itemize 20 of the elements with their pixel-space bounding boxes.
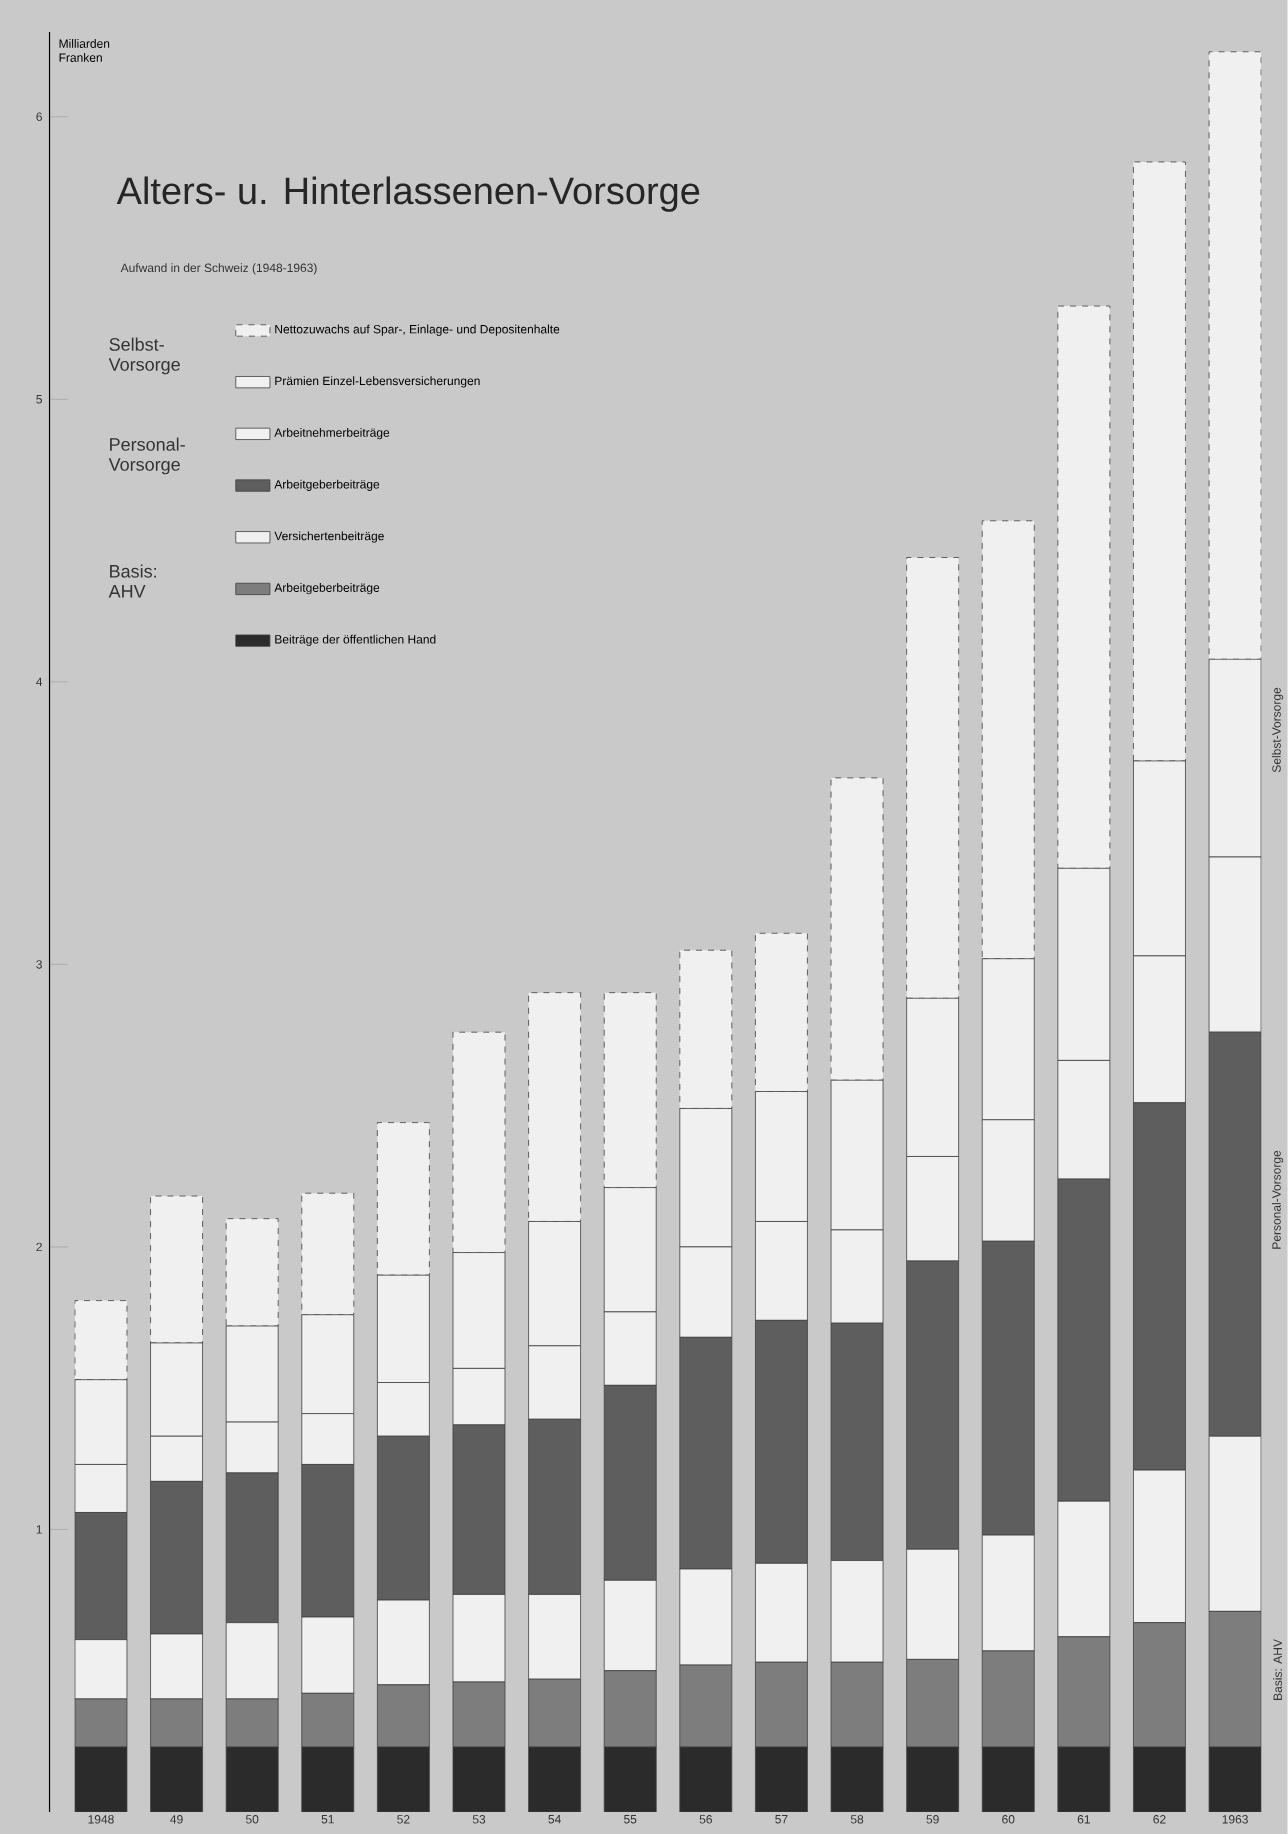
bar — [150, 1481, 204, 1635]
annotation: Basis: AHV — [108, 564, 157, 598]
bar — [1208, 1031, 1262, 1437]
bar — [604, 1384, 657, 1581]
bar — [74, 1512, 128, 1641]
bar — [906, 1260, 960, 1550]
bar — [982, 1240, 1035, 1536]
bar — [755, 1319, 809, 1564]
bar — [301, 1464, 355, 1618]
annotation: Personal-Vorsorge — [108, 437, 186, 475]
bar — [1057, 1178, 1111, 1502]
bar — [225, 1472, 279, 1624]
bar — [528, 1418, 582, 1595]
bar — [452, 1424, 506, 1595]
text: Alters- u. Hinterlassenen-Vorsorge — [116, 176, 700, 212]
bar — [679, 1336, 733, 1570]
bar — [1133, 1102, 1187, 1471]
annotation: Selbst-Vorsorge — [108, 337, 181, 375]
bar — [377, 1435, 431, 1601]
bar — [830, 1322, 884, 1561]
